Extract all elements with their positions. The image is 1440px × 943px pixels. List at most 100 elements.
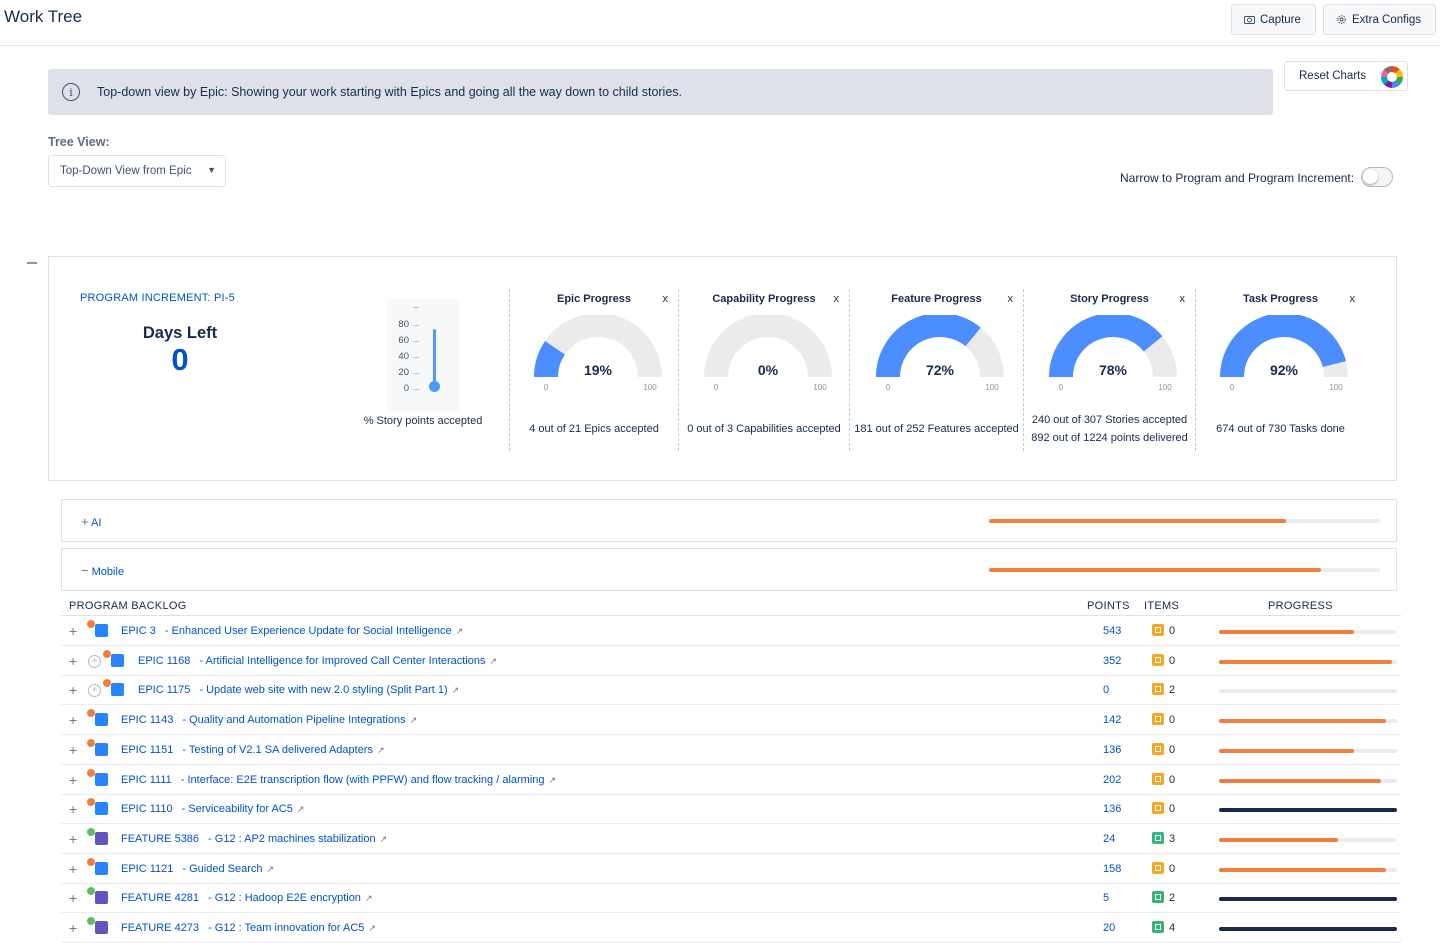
issue-key[interactable]: EPIC 1121 (121, 862, 174, 875)
status-dot-icon (87, 887, 95, 896)
issue-link[interactable]: EPIC 1175 - Update web site with new 2.0 … (138, 684, 459, 696)
issue-key[interactable]: EPIC 1168 (138, 654, 191, 667)
close-chart-button[interactable]: x (1007, 293, 1014, 305)
epic-group-ai[interactable]: + AI (61, 499, 1397, 542)
expand-row-icon[interactable]: + (69, 741, 78, 758)
issue-title[interactable]: - Artificial Intelligence for Improved C… (199, 654, 486, 667)
issue-title[interactable]: - Quality and Automation Pipeline Integr… (182, 714, 406, 727)
progress-fill (1219, 927, 1397, 931)
issue-key[interactable]: FEATURE 5386 (121, 832, 200, 845)
external-link-icon[interactable]: ↗ (266, 863, 275, 874)
expand-row-icon[interactable]: + (69, 801, 78, 818)
issue-title[interactable]: - Serviceability for AC5 (181, 803, 293, 816)
status-dot-icon (87, 827, 95, 836)
external-link-icon[interactable]: ↗ (368, 923, 376, 933)
backlog-header-points: POINTS (1087, 600, 1130, 612)
issue-title[interactable]: - Guided Search (182, 862, 263, 875)
issue-key[interactable]: EPIC 3 (121, 625, 156, 637)
table-row[interactable]: + FEATURE 5386 - G12 : AP2 machines stabil… (61, 824, 1401, 854)
table-row[interactable]: + FEATURE 4273 - G12 : Team innovation for… (61, 913, 1401, 943)
issue-key[interactable]: EPIC 1151 (121, 743, 174, 756)
expand-row-icon[interactable]: + (69, 652, 78, 669)
close-chart-button[interactable]: x (1349, 293, 1356, 305)
table-row[interactable]: + EPIC 3 - Enhanced User Experience Update… (61, 616, 1401, 646)
table-row[interactable]: + + EPIC 1168 - Artificial Intelligence for… (61, 646, 1401, 676)
expand-row-icon[interactable]: + (69, 890, 78, 907)
table-row[interactable]: + EPIC 1110 - Serviceability for AC5 ↗ 136 0 (61, 794, 1401, 825)
external-link-icon[interactable]: ↗ (379, 833, 388, 844)
issue-title[interactable]: - Testing of V2.1 SA delivered Adapters (182, 743, 373, 756)
table-row[interactable]: + FEATURE 4281 - G12 : Hadoop E2E encrypti… (61, 883, 1401, 914)
table-row[interactable]: + EPIC 1151 - Testing of V2.1 SA delivered… (61, 735, 1401, 765)
thermo-tick: 40 (398, 351, 409, 362)
expand-row-icon[interactable]: + (69, 682, 78, 699)
collapse-icon[interactable]: − (81, 563, 89, 578)
points-value: 20 (1103, 922, 1116, 934)
points-value: 202 (1103, 773, 1122, 786)
issue-title[interactable]: - G12 : Hadoop E2E encryption (208, 892, 361, 905)
issue-key[interactable]: FEATURE 4281 (121, 892, 200, 905)
expand-icon[interactable]: + (81, 514, 89, 529)
expand-row-icon[interactable]: + (69, 920, 78, 936)
expand-row-icon[interactable]: + (69, 830, 78, 847)
issue-title[interactable]: - G12 : AP2 machines stabilization (208, 832, 376, 845)
issue-key[interactable]: EPIC 1175 (138, 684, 191, 697)
issue-link[interactable]: FEATURE 4273 - G12 : Team innovation for … (121, 922, 376, 934)
close-chart-button[interactable]: x (833, 293, 840, 305)
expand-row-icon[interactable]: + (69, 771, 78, 788)
table-row[interactable]: + + EPIC 1175 - Update web site with new 2.… (61, 675, 1401, 706)
issue-link[interactable]: EPIC 1121 - Guided Search ↗ (121, 863, 274, 875)
add-child-icon[interactable]: + (88, 654, 101, 668)
issue-key[interactable]: EPIC 1143 (121, 714, 174, 727)
feature-icon (95, 831, 108, 845)
issue-title[interactable]: - G12 : Team innovation for AC5 (208, 922, 365, 934)
epic-group-name[interactable]: − Mobile (81, 563, 124, 578)
narrow-toggle[interactable] (1361, 167, 1393, 187)
close-chart-button[interactable]: x (662, 293, 669, 305)
table-row[interactable]: + EPIC 1121 - Guided Search ↗ 158 0 (61, 854, 1401, 884)
issue-link[interactable]: EPIC 1168 - Artificial Intelligence for I… (138, 655, 497, 667)
issue-key[interactable]: FEATURE 4273 (121, 922, 200, 934)
issue-title[interactable]: - Update web site with new 2.0 styling (… (199, 684, 448, 697)
external-link-icon[interactable]: ↗ (451, 685, 460, 696)
reset-charts-button[interactable]: Reset Charts (1284, 61, 1408, 91)
epic-icon (111, 683, 124, 697)
external-link-icon[interactable]: ↗ (548, 774, 557, 785)
thermo-tick: 80 (398, 319, 409, 330)
issue-title[interactable]: - Enhanced User Experience Update for So… (164, 625, 452, 637)
issue-link[interactable]: EPIC 1111 - Interface: E2E transcription … (121, 774, 556, 786)
expand-row-icon[interactable]: + (69, 860, 78, 877)
epic-group-name[interactable]: + AI (81, 514, 101, 529)
tree-view-select[interactable]: Top-Down View from Epic ▼ (48, 155, 226, 187)
issue-link[interactable]: EPIC 3 - Enhanced User Experience Update … (121, 625, 463, 637)
external-link-icon[interactable]: ↗ (409, 715, 418, 726)
issue-link[interactable]: FEATURE 5386 - G12 : AP2 machines stabili… (121, 833, 387, 845)
thermometer-caption: % Story points accepted (363, 415, 483, 427)
collapse-pi-icon[interactable] (27, 262, 37, 264)
issue-link[interactable]: EPIC 1110 - Serviceability for AC5 ↗ (121, 803, 304, 815)
external-link-icon[interactable]: ↗ (489, 655, 498, 666)
external-link-icon[interactable]: ↗ (296, 804, 305, 815)
gauge-caption: 181 out of 252 Features accepted (854, 423, 1019, 435)
table-row[interactable]: + EPIC 1143 - Quality and Automation Pipel… (61, 705, 1401, 736)
feature-items-icon (1152, 772, 1164, 785)
external-link-icon[interactable]: ↗ (376, 744, 385, 755)
issue-link[interactable]: FEATURE 4281 - G12 : Hadoop E2E encryptio… (121, 892, 372, 904)
external-link-icon[interactable]: ↗ (455, 626, 464, 636)
gauge-title: Story Progress (1070, 293, 1149, 305)
extra-configs-button[interactable]: Extra Configs (1323, 4, 1436, 35)
expand-row-icon[interactable]: + (69, 712, 78, 729)
capture-button[interactable]: Capture (1231, 4, 1316, 35)
issue-key[interactable]: EPIC 1111 (121, 773, 172, 786)
issue-link[interactable]: EPIC 1143 - Quality and Automation Pipeli… (121, 714, 417, 726)
epic-icon (95, 713, 108, 727)
issue-link[interactable]: EPIC 1151 - Testing of V2.1 SA delivered … (121, 744, 385, 756)
close-chart-button[interactable]: x (1179, 293, 1186, 305)
issue-key[interactable]: EPIC 1110 (121, 803, 173, 816)
epic-group-mobile[interactable]: − Mobile (61, 548, 1397, 591)
expand-row-icon[interactable]: + (69, 623, 78, 639)
external-link-icon[interactable]: ↗ (364, 893, 373, 904)
table-row[interactable]: + EPIC 1111 - Interface: E2E transcription… (61, 765, 1401, 795)
issue-title[interactable]: - Interface: E2E transcription flow (wit… (180, 773, 545, 786)
add-child-icon[interactable]: + (88, 684, 101, 698)
